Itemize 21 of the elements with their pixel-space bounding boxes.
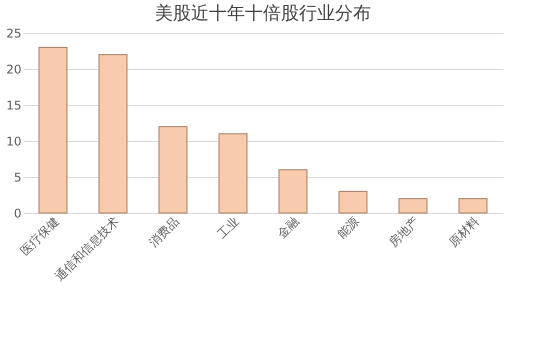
y-tick-label: 15	[6, 98, 22, 112]
x-tick-label: 原材料	[446, 214, 482, 250]
x-tick-label: 金融	[274, 214, 302, 241]
x-tick-label: 消费品	[146, 214, 182, 250]
bar	[458, 198, 488, 214]
x-tick-label: 能源	[334, 214, 362, 241]
y-tick-label: 0	[14, 206, 22, 220]
bar	[398, 198, 428, 214]
y-tick-label: 20	[6, 62, 22, 76]
bar	[338, 190, 368, 214]
y-tick-label: 10	[6, 134, 22, 148]
chart-title: 美股近十年十倍股行业分布	[155, 3, 371, 24]
y-tick-label: 5	[14, 170, 22, 184]
x-tick-label: 工业	[214, 214, 242, 241]
x-tick-label: 房地产	[386, 214, 422, 250]
bar	[158, 126, 188, 214]
bar	[98, 54, 128, 214]
bar	[278, 169, 308, 214]
bar	[218, 133, 248, 214]
bar	[38, 46, 68, 214]
y-tick-label: 25	[6, 26, 22, 40]
